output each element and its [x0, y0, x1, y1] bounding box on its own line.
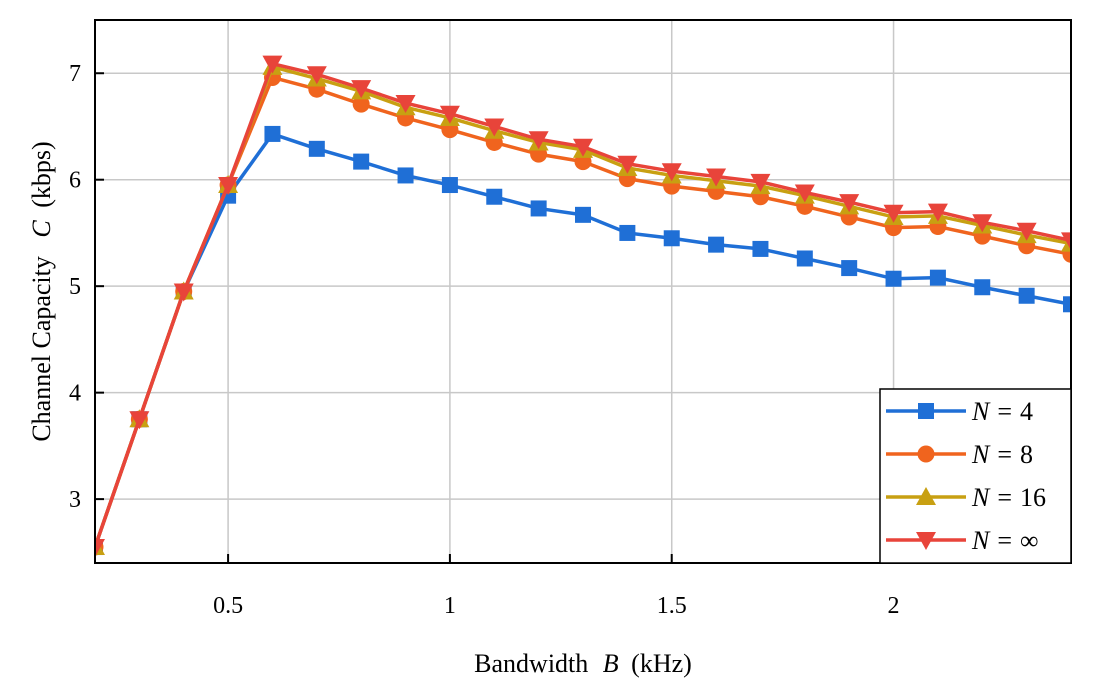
legend-marker: [918, 403, 934, 419]
data-point: [528, 131, 549, 150]
legend-value: 16: [1020, 483, 1046, 512]
legend-label: N = 8: [971, 440, 1033, 469]
legend: N = 4N = 8N = 16N = ∞: [879, 388, 1072, 564]
data-point: [484, 118, 505, 137]
data-point: [395, 95, 416, 114]
y-tick-label: 7: [69, 61, 81, 87]
legend-value: 4: [1020, 397, 1033, 426]
legend-entry: N = ∞: [886, 526, 1039, 555]
data-point: [1016, 222, 1037, 241]
data-point: [929, 269, 946, 286]
data-point: [661, 163, 682, 182]
legend-eq: =: [997, 397, 1012, 426]
data-point: [752, 240, 769, 257]
y-tick-label: 3: [69, 487, 81, 513]
y-axis-title-prefix: Channel Capacity: [27, 256, 56, 442]
data-point: [839, 194, 860, 213]
x-axis-title-prefix: Bandwidth: [474, 649, 588, 678]
legend-eq: =: [997, 526, 1012, 555]
legend-eq: =: [997, 483, 1012, 512]
legend-entry: N = 16: [886, 483, 1046, 512]
data-point: [530, 200, 547, 217]
data-point: [663, 230, 680, 247]
legend-eq: =: [997, 440, 1012, 469]
data-point: [95, 539, 105, 558]
plot-frame: [94, 19, 1072, 564]
x-tick-label: 1: [444, 593, 456, 619]
x-tick-label: 1.5: [657, 593, 687, 619]
y-tick-label: 6: [69, 168, 81, 194]
y-axis-title: Channel Capacity C (kbps): [27, 141, 56, 441]
legend-label: N = 4: [971, 397, 1033, 426]
data-point: [306, 66, 327, 85]
legend-marker: [916, 532, 936, 550]
legend-value: ∞: [1020, 526, 1039, 555]
data-point: [264, 125, 281, 142]
data-point: [1018, 287, 1035, 304]
y-tick-label: 5: [69, 274, 81, 300]
data-point: [575, 206, 591, 223]
x-axis-title-var: B: [603, 649, 619, 678]
axis-ticks: 0.5 1 1.5 2 3 4 5 6 7: [69, 61, 900, 619]
legend-entry: N = 4: [886, 397, 1033, 426]
data-point: [218, 177, 239, 196]
data-point: [441, 177, 458, 194]
data-point: [397, 167, 414, 184]
legend-entry: N = 8: [886, 440, 1033, 469]
data-point: [972, 214, 993, 233]
y-axis-title-var: C: [27, 220, 56, 238]
data-point: [129, 411, 150, 430]
data-point: [883, 204, 904, 223]
data-point: [974, 279, 991, 296]
series-3: [95, 55, 1071, 558]
legend-var: N: [971, 397, 991, 426]
data-point: [927, 203, 948, 222]
data-point: [439, 105, 460, 124]
legend-value: 8: [1020, 440, 1033, 469]
legend-marker: [917, 445, 935, 463]
data-point: [617, 155, 638, 174]
data-point: [352, 95, 370, 113]
data-point: [1061, 232, 1071, 251]
data-point: [353, 153, 370, 170]
data-point: [706, 168, 727, 187]
series-layer: [95, 55, 1071, 558]
legend-box: [879, 388, 1072, 564]
data-point: [885, 270, 902, 287]
data-point: [351, 80, 372, 99]
data-point: [708, 236, 725, 253]
legend-var: N: [971, 526, 991, 555]
legend-var: N: [971, 483, 991, 512]
x-tick-label: 2: [888, 593, 900, 619]
legend-label: N = 16: [971, 483, 1046, 512]
legend-var: N: [971, 440, 991, 469]
data-point: [573, 138, 593, 157]
x-tick-label: 0.5: [213, 593, 243, 619]
data-point: [796, 250, 813, 267]
data-point: [750, 173, 771, 192]
data-point: [841, 260, 858, 277]
data-point: [486, 188, 503, 205]
legend-marker: [916, 487, 936, 505]
y-axis-title-unit: (kbps): [27, 141, 56, 207]
data-point: [794, 184, 815, 203]
data-point: [262, 55, 283, 74]
data-point: [308, 140, 325, 157]
legend-label: N = ∞: [971, 526, 1039, 555]
y-tick-label: 4: [69, 381, 81, 407]
x-axis-title-unit: (kHz): [631, 649, 692, 678]
data-point: [619, 224, 636, 241]
x-axis-title: Bandwidth B (kHz): [474, 649, 692, 678]
data-point: [1063, 296, 1071, 313]
data-point: [173, 283, 194, 302]
